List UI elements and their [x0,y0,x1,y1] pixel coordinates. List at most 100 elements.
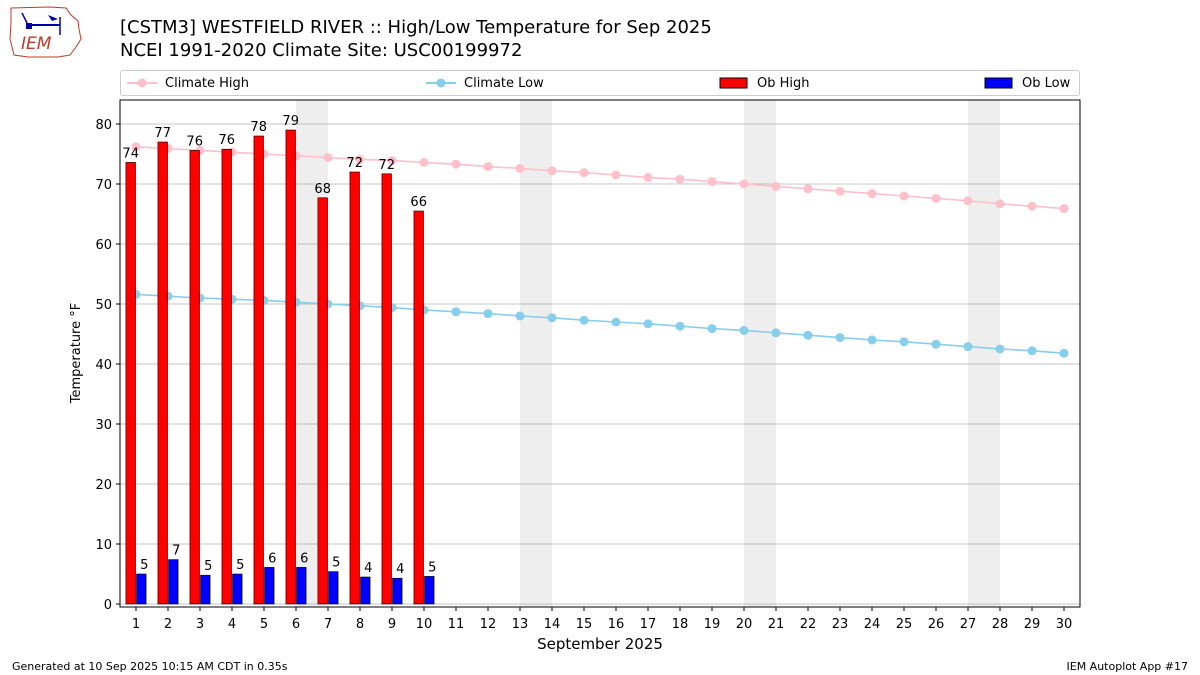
climate-high-point [387,156,397,166]
ob-high-bar [221,148,232,605]
climate-low-point [707,324,717,334]
x-tick-label: 6 [292,617,300,632]
climate-low-point [547,313,557,323]
x-tick-label: 8 [356,617,364,632]
climate-high-point [611,170,621,180]
x-tick-label: 5 [260,617,268,632]
climate-high-point [451,159,461,169]
climate-low-point [1059,348,1069,358]
ob-low-bar [296,567,307,605]
climate-low-point [931,339,941,349]
ob-low-bar [232,573,243,605]
climate-high-point [259,149,269,159]
climate-high-point [323,153,333,163]
climate-high-point [515,163,525,173]
ob-low-bar [328,571,339,605]
x-tick-label: 30 [1056,617,1073,632]
ob-high-label: 66 [410,195,427,210]
legend-label-ob-high: Ob High [757,75,810,91]
climate-high-point [675,174,685,184]
climate-low-point [899,337,909,347]
ob-high-label: 68 [314,182,331,197]
chart-title: [CSTM3] WESTFIELD RIVER :: High/Low Temp… [120,17,712,38]
ob-high-bar [157,141,168,605]
x-tick-label: 25 [896,617,913,632]
x-tick-label: 2 [164,617,172,632]
climate-low-point [739,325,749,335]
climate-low-point [835,333,845,343]
y-tick-label: 50 [95,298,112,313]
climate-low-point [579,315,589,325]
climate-low-point [995,344,1005,354]
legend: Climate High Climate Low Ob High Ob Low [120,70,1080,96]
climate-low-point [163,291,173,301]
climate-low-point [419,305,429,315]
climate-low-point [675,321,685,331]
x-tick-label: 19 [704,617,721,632]
ob-high-label: 76 [186,134,203,149]
x-tick-label: 3 [196,617,204,632]
climate-low-point [291,297,301,307]
climate-high-point [931,193,941,203]
climate-high-point [739,179,749,189]
y-tick-label: 0 [104,598,112,613]
ob-low-bar [424,576,435,605]
ob-high-label: 72 [346,156,363,171]
ob-low-bar [200,574,211,605]
legend-item-climate-low: Climate Low [426,71,544,95]
legend-item-ob-high: Ob High [719,71,810,95]
climate-low-point [387,303,397,313]
y-axis-label: Temperature °F [69,303,84,404]
ob-high-label: 76 [218,133,235,148]
climate-high-point [1027,201,1037,211]
climate-high-point [707,177,717,187]
ob-low-label: 5 [332,556,340,571]
ob-low-label: 4 [364,561,372,576]
x-tick-label: 16 [608,617,625,632]
climate-high-point [227,147,237,157]
ob-high-bar [189,150,200,605]
climate-low-point [1027,346,1037,356]
climate-low-point [515,311,525,321]
ob-low-label: 6 [300,551,308,566]
x-tick-label: 12 [480,617,497,632]
climate-high-point [131,142,141,152]
ob-high-label: 78 [250,120,267,135]
x-tick-label: 9 [388,617,396,632]
observed-bars [125,129,435,605]
chart-subtitle: NCEI 1991-2020 Climate Site: USC00199972 [120,40,523,61]
app-note: IEM Autoplot App #17 [1066,660,1189,673]
climate-low-line [135,293,1065,354]
climate-high-point [163,144,173,154]
x-tick-label: 17 [640,617,657,632]
climate-low-point [131,289,141,299]
climate-low-point [355,301,365,311]
ob-low-bar [264,567,275,605]
x-tick-label: 28 [992,617,1009,632]
climate-high-point [803,184,813,194]
climate-low-point [611,317,621,327]
climate-low-point [227,294,237,304]
legend-label-climate-high: Climate High [165,75,250,91]
climate-low-point [771,328,781,338]
climate-high-point [771,181,781,191]
ob-high-bar [253,135,264,605]
ob-high-bar [381,173,392,605]
x-tick-label: 13 [512,617,529,632]
climate-high-point [899,191,909,201]
x-tick-label: 26 [928,617,945,632]
climate-high-point [835,186,845,196]
climate-high-point [867,189,877,199]
ob-low-label: 7 [172,544,180,559]
x-tick-label: 11 [448,617,465,632]
climate-low-swatch [426,78,456,88]
plot-frame [119,99,1081,608]
climate-lines [131,142,1069,358]
y-tick-label: 60 [95,238,112,253]
x-tick-label: 20 [736,617,753,632]
climate-high-point [995,199,1005,209]
climate-low-point [259,295,269,305]
climate-low-point [963,342,973,352]
ob-low-swatch [984,77,1013,89]
